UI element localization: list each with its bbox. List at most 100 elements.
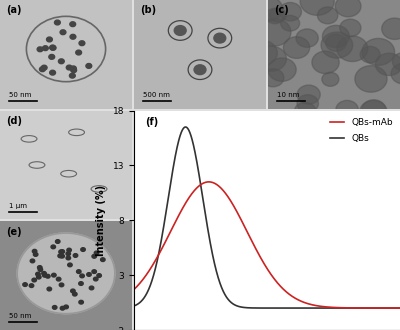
Circle shape — [297, 95, 318, 112]
Circle shape — [71, 68, 76, 73]
Circle shape — [296, 29, 318, 47]
Circle shape — [79, 300, 83, 304]
Circle shape — [51, 245, 56, 249]
Circle shape — [42, 272, 46, 275]
Circle shape — [79, 282, 83, 285]
Text: 500 nm: 500 nm — [143, 92, 170, 98]
Circle shape — [281, 16, 300, 31]
Circle shape — [70, 73, 75, 78]
Circle shape — [64, 305, 68, 309]
Text: (f): (f) — [145, 117, 158, 127]
Text: 1 μm: 1 μm — [9, 203, 27, 209]
Circle shape — [337, 36, 368, 61]
Circle shape — [67, 248, 71, 252]
Circle shape — [100, 258, 105, 261]
Circle shape — [360, 47, 380, 63]
Circle shape — [79, 41, 85, 46]
Circle shape — [56, 277, 61, 281]
Circle shape — [46, 37, 52, 42]
Circle shape — [50, 46, 56, 50]
Circle shape — [174, 26, 186, 35]
Circle shape — [294, 103, 316, 120]
Circle shape — [50, 70, 56, 75]
Circle shape — [392, 52, 400, 71]
Circle shape — [382, 18, 400, 39]
Circle shape — [54, 20, 60, 25]
Circle shape — [66, 252, 70, 255]
Circle shape — [60, 30, 66, 35]
Circle shape — [38, 266, 42, 269]
Text: 50 nm: 50 nm — [9, 313, 32, 319]
Circle shape — [52, 306, 57, 309]
Circle shape — [66, 65, 72, 70]
Text: (e): (e) — [7, 226, 22, 237]
Circle shape — [81, 248, 85, 251]
Circle shape — [66, 256, 70, 260]
Circle shape — [80, 274, 84, 278]
Text: (c): (c) — [274, 6, 289, 16]
Legend: QBs-mAb, QBs: QBs-mAb, QBs — [328, 115, 396, 146]
Circle shape — [72, 292, 77, 296]
Circle shape — [60, 250, 64, 253]
Circle shape — [46, 275, 50, 278]
Circle shape — [70, 66, 76, 71]
Y-axis label: Intensity (%): Intensity (%) — [96, 185, 106, 256]
Circle shape — [58, 254, 62, 258]
Circle shape — [92, 254, 96, 258]
Circle shape — [89, 286, 94, 290]
Circle shape — [312, 51, 339, 74]
Circle shape — [32, 278, 36, 282]
Circle shape — [279, 3, 302, 21]
Circle shape — [321, 32, 353, 58]
Circle shape — [355, 66, 387, 92]
Circle shape — [268, 58, 296, 81]
Circle shape — [246, 40, 277, 66]
Circle shape — [23, 283, 27, 286]
Circle shape — [322, 72, 339, 86]
Text: (b): (b) — [140, 6, 157, 16]
Circle shape — [33, 252, 38, 256]
Circle shape — [318, 7, 338, 24]
Circle shape — [258, 18, 291, 46]
Circle shape — [36, 275, 41, 279]
Circle shape — [37, 47, 43, 52]
Circle shape — [59, 250, 63, 254]
Circle shape — [38, 268, 43, 271]
Circle shape — [297, 85, 320, 104]
Circle shape — [300, 0, 334, 15]
Circle shape — [360, 101, 387, 123]
Text: 10 nm: 10 nm — [277, 92, 300, 98]
Circle shape — [87, 273, 91, 276]
Circle shape — [70, 34, 76, 39]
Text: (d): (d) — [7, 116, 23, 126]
Circle shape — [340, 19, 361, 37]
Circle shape — [17, 233, 115, 314]
Circle shape — [270, 8, 286, 22]
Circle shape — [60, 306, 65, 310]
Circle shape — [336, 100, 358, 119]
Circle shape — [262, 69, 284, 87]
Circle shape — [56, 240, 60, 243]
Circle shape — [68, 263, 72, 267]
Circle shape — [40, 67, 45, 72]
Circle shape — [58, 59, 64, 64]
Circle shape — [49, 54, 55, 59]
Circle shape — [76, 270, 81, 274]
Circle shape — [266, 8, 284, 24]
Circle shape — [52, 273, 56, 277]
Circle shape — [92, 270, 96, 274]
Circle shape — [335, 0, 361, 17]
Circle shape — [256, 46, 286, 71]
Circle shape — [29, 284, 34, 287]
Circle shape — [322, 25, 349, 48]
Circle shape — [326, 34, 346, 51]
Circle shape — [76, 50, 82, 55]
Text: (a): (a) — [7, 6, 22, 16]
Circle shape — [253, 0, 283, 21]
Circle shape — [70, 22, 76, 27]
Circle shape — [32, 249, 37, 253]
Circle shape — [71, 289, 75, 293]
Circle shape — [86, 64, 92, 68]
Circle shape — [42, 46, 48, 50]
Circle shape — [97, 274, 101, 278]
